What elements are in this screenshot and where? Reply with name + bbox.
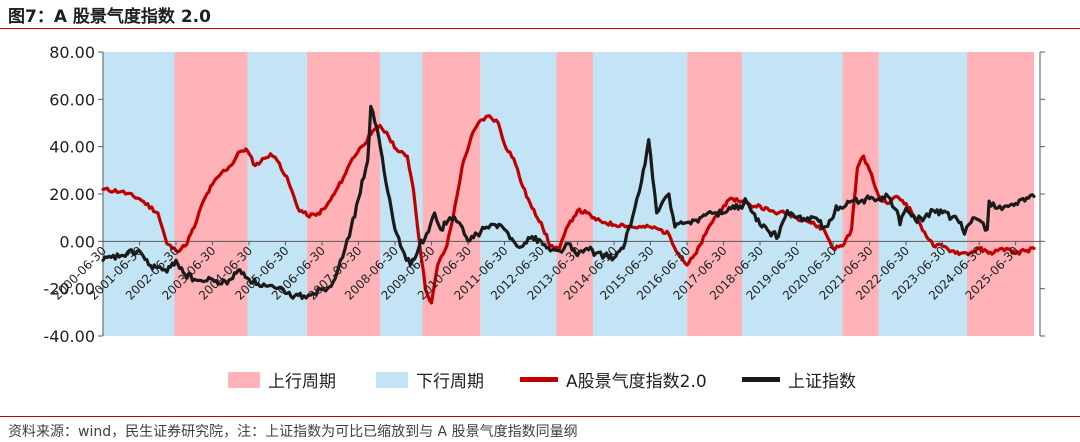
cycle-band-down-6 <box>480 52 557 336</box>
figure-title: 图7：A 股景气度指数 2.0 <box>8 7 211 27</box>
series-lines <box>101 104 1036 305</box>
y-tick-label: 0.00 <box>59 232 95 251</box>
sse-index-line <box>101 104 1036 300</box>
legend-item-boom-index: A股景气度指数2.0 <box>520 367 707 392</box>
y-tick-label: 40.00 <box>49 138 95 157</box>
legend-label-sse-index: 上证指数 <box>788 372 856 392</box>
cycle-band-up-11 <box>842 52 879 336</box>
legend-item-sse-index: 上证指数 <box>742 367 856 392</box>
legend-label-down-cycle: 下行周期 <box>416 372 484 392</box>
legend-swatch-boom-index <box>520 377 558 382</box>
legend-item-up-cycle: 上行周期 <box>228 367 336 392</box>
source-note: 资料来源：wind，民生证券研究院，注：上证指数为可比已缩放到与 A 股景气度指… <box>8 424 578 440</box>
chart-legend: 上行周期 下行周期 A股景气度指数2.0 上证指数 <box>0 360 1080 398</box>
legend-label-up-cycle: 上行周期 <box>268 372 336 392</box>
footer-divider <box>0 416 1080 417</box>
legend-item-down-cycle: 下行周期 <box>376 367 484 392</box>
cycle-band-down-0 <box>103 52 175 336</box>
cycle-band-up-1 <box>174 52 248 336</box>
y-tick-label: 20.00 <box>49 185 95 204</box>
cycle-band-down-10 <box>742 52 843 336</box>
legend-label-boom-index: A股景气度指数2.0 <box>566 372 707 392</box>
legend-swatch-sse-index <box>742 377 780 382</box>
cycle-band-down-12 <box>878 52 968 336</box>
cycle-band-up-9 <box>687 52 743 336</box>
y-tick-label: -20.00 <box>43 280 95 299</box>
y-tick-label: -40.00 <box>43 327 95 346</box>
cycle-band-up-13 <box>967 52 1034 336</box>
right-axis <box>1039 51 1045 337</box>
y-tick-label: 60.00 <box>49 90 95 109</box>
legend-swatch-up-cycle <box>228 371 260 388</box>
y-axis: 80.00 60.00 40.00 20.00 0.00 -20.00 -40.00 <box>43 43 104 346</box>
boom-index-line <box>101 114 1036 305</box>
legend-swatch-down-cycle <box>376 371 408 388</box>
y-tick-label: 80.00 <box>49 43 95 62</box>
cycle-band-up-7 <box>556 52 593 336</box>
title-divider <box>0 28 1080 29</box>
